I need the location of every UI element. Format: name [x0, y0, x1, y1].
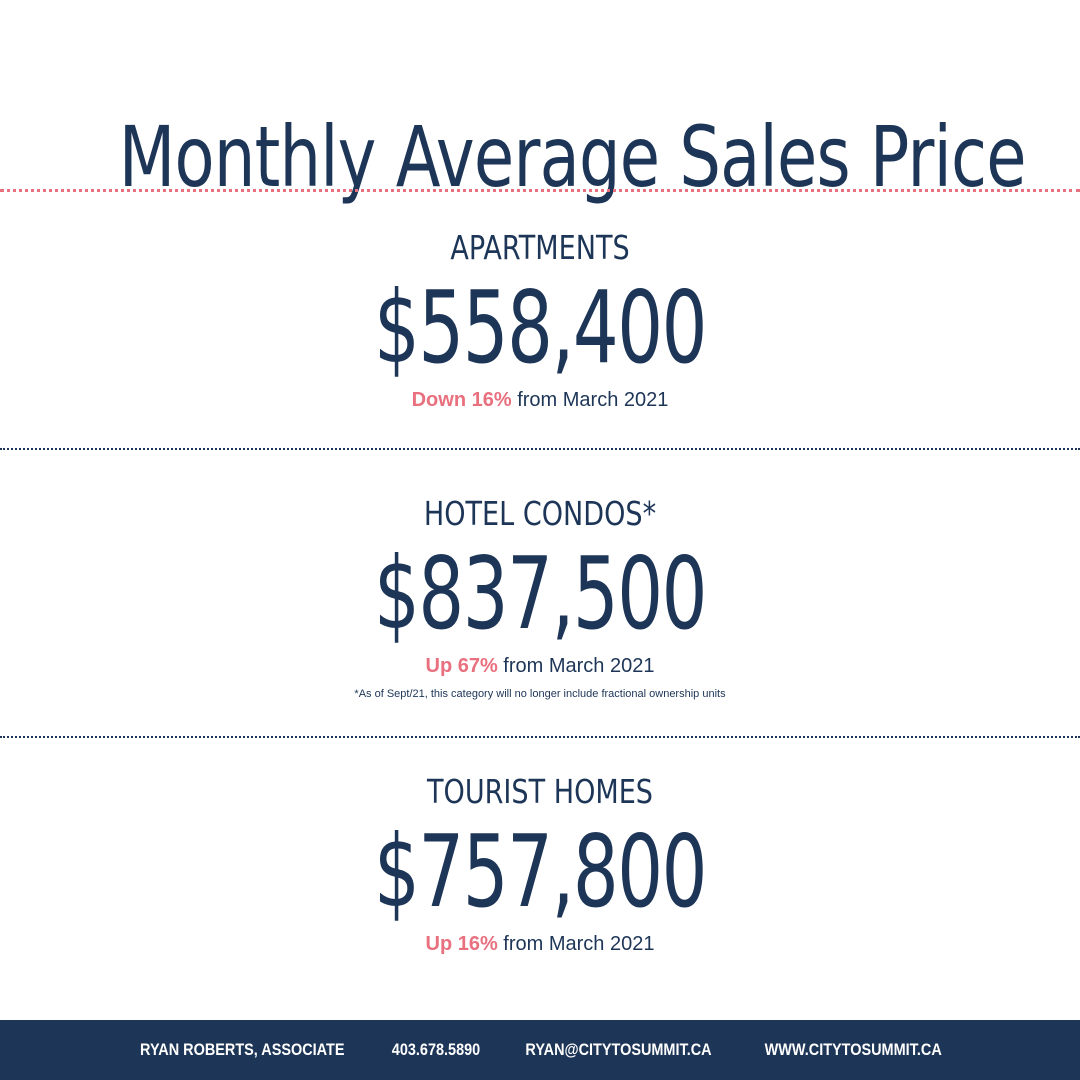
change-text: from March 2021	[497, 933, 655, 955]
contact-footer: RYAN ROBERTS, ASSOCIATE 403.678.5890 RYA…	[0, 1020, 1080, 1080]
price-change: Up 16% from March 2021	[0, 930, 1080, 958]
change-highlight: Up 67%	[425, 655, 498, 677]
change-highlight: Up 16%	[425, 933, 498, 955]
price-value: $558,400	[373, 269, 707, 386]
category-label: HOTEL CONDOS*	[423, 494, 657, 533]
title-divider	[0, 189, 1080, 192]
email-link[interactable]: RYAN@CITYTOSUMMIT.CA	[525, 1040, 712, 1059]
section-apartments: APARTMENTS $558,400 Down 16% from March …	[0, 226, 1080, 414]
website-link[interactable]: WWW.CITYTOSUMMIT.CA	[764, 1040, 942, 1059]
price-value: $757,800	[373, 813, 707, 930]
section-tourist-homes: TOURIST HOMES $757,800 Up 16% from March…	[0, 770, 1080, 958]
category-label: APARTMENTS	[450, 228, 630, 267]
price-change: Up 67% from March 2021	[0, 652, 1080, 680]
price-change: Down 16% from March 2021	[0, 386, 1080, 414]
agent-name: RYAN ROBERTS, ASSOCIATE	[140, 1040, 345, 1059]
footnote: *As of Sept/21, this category will no lo…	[354, 688, 726, 700]
category-label: TOURIST HOMES	[426, 772, 653, 811]
section-divider	[0, 736, 1080, 738]
section-divider	[0, 448, 1080, 450]
section-hotel-condos: HOTEL CONDOS* $837,500 Up 67% from March…	[0, 492, 1080, 700]
change-highlight: Down 16%	[411, 389, 512, 411]
phone-number[interactable]: 403.678.5890	[391, 1040, 481, 1059]
change-text: from March 2021	[497, 655, 655, 677]
price-value: $837,500	[373, 535, 707, 652]
change-text: from March 2021	[511, 389, 669, 411]
